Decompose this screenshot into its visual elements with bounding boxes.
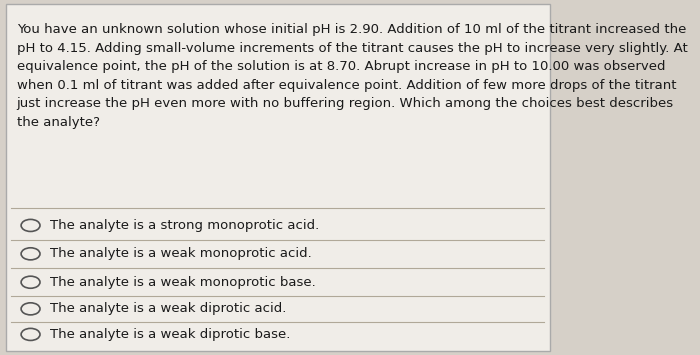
Text: The analyte is a weak diprotic acid.: The analyte is a weak diprotic acid. [50,302,286,315]
Text: The analyte is a weak diprotic base.: The analyte is a weak diprotic base. [50,328,290,341]
Text: The analyte is a weak monoprotic base.: The analyte is a weak monoprotic base. [50,276,316,289]
Text: The analyte is a strong monoprotic acid.: The analyte is a strong monoprotic acid. [50,219,319,232]
Text: You have an unknown solution whose initial pH is 2.90. Addition of 10 ml of the : You have an unknown solution whose initi… [17,23,687,129]
Text: The analyte is a weak monoprotic acid.: The analyte is a weak monoprotic acid. [50,247,312,260]
FancyBboxPatch shape [6,4,550,351]
